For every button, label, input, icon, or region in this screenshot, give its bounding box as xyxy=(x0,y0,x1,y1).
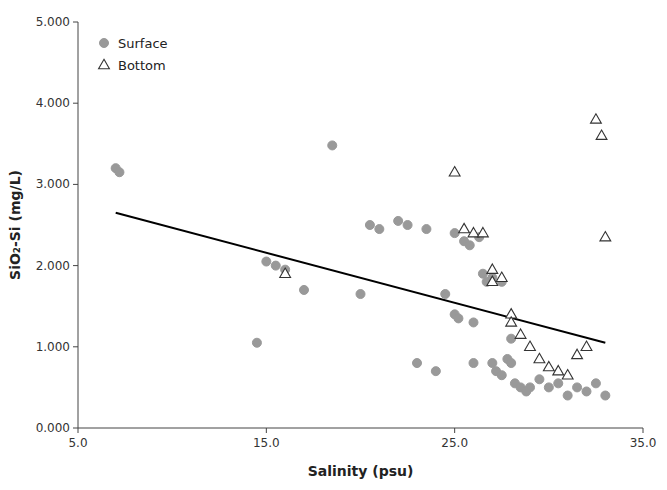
point xyxy=(413,359,422,368)
point xyxy=(300,285,309,294)
point xyxy=(478,227,489,236)
x-tick xyxy=(266,428,267,433)
point xyxy=(506,317,517,326)
axes: 5.0 15.0 25.0 35.0 0.000 1.000 2.000 3.000 4.000… xyxy=(36,15,657,450)
point xyxy=(115,168,124,177)
point xyxy=(365,221,374,230)
point xyxy=(403,221,412,230)
point xyxy=(573,383,582,392)
y-axis-label: SiO₂-Si (mg/L) xyxy=(7,170,23,280)
point xyxy=(563,391,572,400)
plot-area xyxy=(111,114,611,400)
point xyxy=(450,229,459,238)
x-axis-line xyxy=(78,428,643,429)
point xyxy=(488,359,497,368)
point xyxy=(468,227,479,236)
point xyxy=(544,383,553,392)
y-tick-label: 3.000 xyxy=(36,177,70,191)
chart: 5.0 15.0 25.0 35.0 0.000 1.000 2.000 3.000 4.000… xyxy=(0,0,667,490)
point xyxy=(454,314,463,323)
point xyxy=(328,141,337,150)
x-tick-label: 25.0 xyxy=(441,436,468,450)
point xyxy=(271,261,280,270)
point xyxy=(431,367,440,376)
point xyxy=(526,383,535,392)
x-tick-label: 5.0 xyxy=(68,436,87,450)
legend: Surface Bottom xyxy=(99,36,168,73)
point xyxy=(600,231,611,240)
series-0 xyxy=(111,141,610,400)
point xyxy=(280,268,291,277)
point xyxy=(487,264,498,273)
legend-label: Surface xyxy=(118,36,168,51)
point xyxy=(375,225,384,234)
y-tick-label: 2.000 xyxy=(36,259,70,273)
point xyxy=(262,257,271,266)
legend-symbol xyxy=(99,59,110,68)
point xyxy=(591,114,602,123)
point xyxy=(534,353,545,362)
legend-symbol xyxy=(100,39,109,48)
point xyxy=(554,379,563,388)
point xyxy=(525,341,536,350)
point xyxy=(449,167,460,176)
y-tick xyxy=(73,265,78,266)
series-2 xyxy=(116,213,606,343)
point xyxy=(596,130,607,139)
y-tick xyxy=(73,103,78,104)
y-tick-label: 1.000 xyxy=(36,340,70,354)
point xyxy=(469,359,478,368)
x-tick xyxy=(78,428,79,433)
point xyxy=(507,359,516,368)
point xyxy=(459,223,470,232)
y-axis-line xyxy=(78,22,79,428)
point xyxy=(497,371,506,380)
y-tick xyxy=(73,184,78,185)
point xyxy=(581,341,592,350)
point xyxy=(515,329,526,338)
y-tick-label: 4.000 xyxy=(36,96,70,110)
x-axis-label: Salinity (psu) xyxy=(308,463,414,479)
y-tick xyxy=(73,346,78,347)
point xyxy=(478,269,487,278)
point xyxy=(582,387,591,396)
point xyxy=(356,290,365,299)
point xyxy=(553,365,564,374)
point xyxy=(591,379,600,388)
point xyxy=(422,225,431,234)
x-tick-label: 35.0 xyxy=(630,436,657,450)
y-tick-label: 5.000 xyxy=(36,15,70,29)
point xyxy=(507,334,516,343)
point xyxy=(394,216,403,225)
series-1 xyxy=(280,114,611,379)
point xyxy=(465,241,474,250)
point xyxy=(496,272,507,281)
trend-line xyxy=(116,213,606,343)
point xyxy=(252,338,261,347)
point xyxy=(562,370,573,379)
point xyxy=(441,290,450,299)
x-tick-label: 15.0 xyxy=(253,436,280,450)
legend-label: Bottom xyxy=(118,58,166,73)
point xyxy=(601,391,610,400)
y-tick xyxy=(73,428,78,429)
y-tick xyxy=(73,22,78,23)
point xyxy=(535,375,544,384)
x-tick xyxy=(643,428,644,433)
y-tick-label: 0.000 xyxy=(36,421,70,435)
point xyxy=(469,318,478,327)
point xyxy=(543,361,554,370)
x-tick xyxy=(454,428,455,433)
